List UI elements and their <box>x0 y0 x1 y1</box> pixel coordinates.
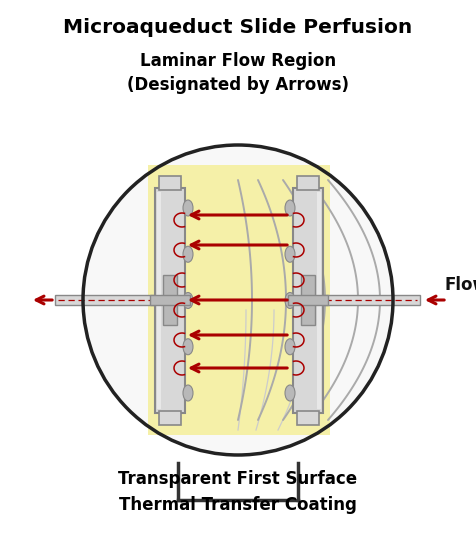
Ellipse shape <box>284 200 294 216</box>
Bar <box>159 176 180 190</box>
Text: (Designated by Arrows): (Designated by Arrows) <box>127 76 348 94</box>
Ellipse shape <box>183 293 193 308</box>
Bar <box>297 176 318 190</box>
Bar <box>148 165 329 435</box>
Bar <box>163 275 177 325</box>
Ellipse shape <box>284 293 294 308</box>
Bar <box>300 275 314 325</box>
Ellipse shape <box>183 339 193 355</box>
Bar <box>288 295 327 305</box>
Bar <box>317 192 320 409</box>
Bar <box>292 188 322 413</box>
Ellipse shape <box>284 246 294 262</box>
Bar <box>148 165 329 435</box>
Text: Laminar Flow Region: Laminar Flow Region <box>139 52 336 70</box>
Bar <box>297 411 318 425</box>
Bar <box>157 192 161 409</box>
Ellipse shape <box>183 246 193 262</box>
Bar <box>149 295 189 305</box>
Text: Flow: Flow <box>444 276 476 294</box>
Bar <box>322 295 419 305</box>
Text: Thermal Transfer Coating: Thermal Transfer Coating <box>119 496 356 514</box>
Text: Microaqueduct Slide Perfusion: Microaqueduct Slide Perfusion <box>63 18 412 37</box>
Bar <box>159 411 180 425</box>
Bar <box>55 295 155 305</box>
Circle shape <box>83 145 392 455</box>
Ellipse shape <box>183 200 193 216</box>
Ellipse shape <box>284 339 294 355</box>
Ellipse shape <box>183 385 193 401</box>
Ellipse shape <box>284 385 294 401</box>
Text: Transparent First Surface: Transparent First Surface <box>118 470 357 488</box>
Bar <box>155 188 185 413</box>
